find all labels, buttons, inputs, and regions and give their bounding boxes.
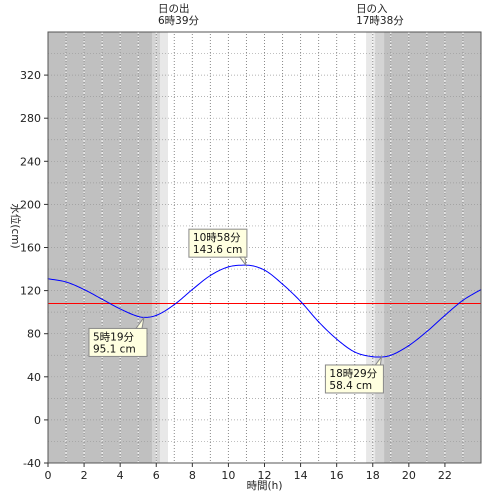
x-tick-label: 8 xyxy=(189,469,196,482)
y-tick-label: 120 xyxy=(20,285,41,298)
twilight-band xyxy=(366,32,376,463)
x-tick-label: 16 xyxy=(330,469,344,482)
axes: 0 2 4 6 8 10 12 14 16 18 20 22 -40 0 40 80 120 160 200 240 2… xyxy=(20,31,482,482)
y-tick-label: 40 xyxy=(27,371,41,384)
data-point xyxy=(209,274,211,277)
callout-time: 10時58分 xyxy=(193,232,241,244)
y-tick-label: 280 xyxy=(20,112,41,125)
x-tick-label: 4 xyxy=(117,469,124,482)
x-tick-label: 22 xyxy=(438,469,452,482)
sunset-label: 日の入 xyxy=(356,3,388,15)
y-axis-title: 水位(cm) xyxy=(9,203,22,248)
data-point xyxy=(101,298,103,300)
data-point xyxy=(462,299,464,301)
data-point xyxy=(444,314,446,316)
x-axis-title: 時間(h) xyxy=(247,480,283,492)
callout-pointer xyxy=(238,256,247,267)
x-tick-label: 10 xyxy=(221,469,235,482)
data-point xyxy=(408,344,410,347)
callout-pointer xyxy=(135,317,145,329)
y-tick-label: 0 xyxy=(34,414,41,427)
sunrise-time: 6時39分 xyxy=(158,15,200,27)
data-point xyxy=(354,351,356,353)
data-point xyxy=(390,354,392,356)
callout-level: 143.6 cm xyxy=(193,244,242,256)
twilight-band xyxy=(159,32,168,463)
grid xyxy=(48,32,481,463)
data-point xyxy=(227,266,230,268)
y-tick-label: -40 xyxy=(23,457,41,470)
x-tick-label: 12 xyxy=(258,469,272,482)
x-tick-label: 6 xyxy=(153,469,160,482)
data-point xyxy=(173,304,175,306)
data-point xyxy=(372,356,374,358)
x-tick-label: 0 xyxy=(45,469,52,482)
callout-time: 18時29分 xyxy=(329,368,377,380)
x-tick-label: 2 xyxy=(81,469,88,482)
twilight-band xyxy=(375,32,385,463)
data-point xyxy=(299,300,302,302)
data-point xyxy=(336,338,338,340)
data-point xyxy=(65,281,67,283)
data-point xyxy=(191,288,193,291)
callout-pointer xyxy=(374,355,383,366)
callout-box xyxy=(88,327,148,357)
x-tick-label: 18 xyxy=(366,469,380,482)
callout-time: 5時19分 xyxy=(93,331,135,343)
data-point xyxy=(83,288,85,291)
sunset-time: 17時38分 xyxy=(356,15,404,27)
data-point xyxy=(137,315,139,318)
y-tick-label: 160 xyxy=(20,242,41,255)
y-tick-label: 80 xyxy=(27,328,41,341)
data-point xyxy=(281,283,284,285)
x-tick-label: 20 xyxy=(402,469,416,482)
data-point xyxy=(119,308,121,310)
data-point xyxy=(426,330,428,333)
y-tick-label: 240 xyxy=(20,155,41,168)
y-tick-label: 320 xyxy=(20,69,41,82)
data-point xyxy=(155,314,157,316)
callout-level: 95.1 cm xyxy=(93,343,136,355)
y-tick-label: 200 xyxy=(20,198,41,211)
sunrise-label: 日の出 xyxy=(158,2,190,15)
x-tick-label: 14 xyxy=(294,469,308,482)
data-point xyxy=(318,321,320,323)
callout-level: 58.4 cm xyxy=(329,380,372,392)
data-point xyxy=(263,269,266,271)
callout-box xyxy=(188,228,248,258)
callout-box xyxy=(324,364,384,394)
